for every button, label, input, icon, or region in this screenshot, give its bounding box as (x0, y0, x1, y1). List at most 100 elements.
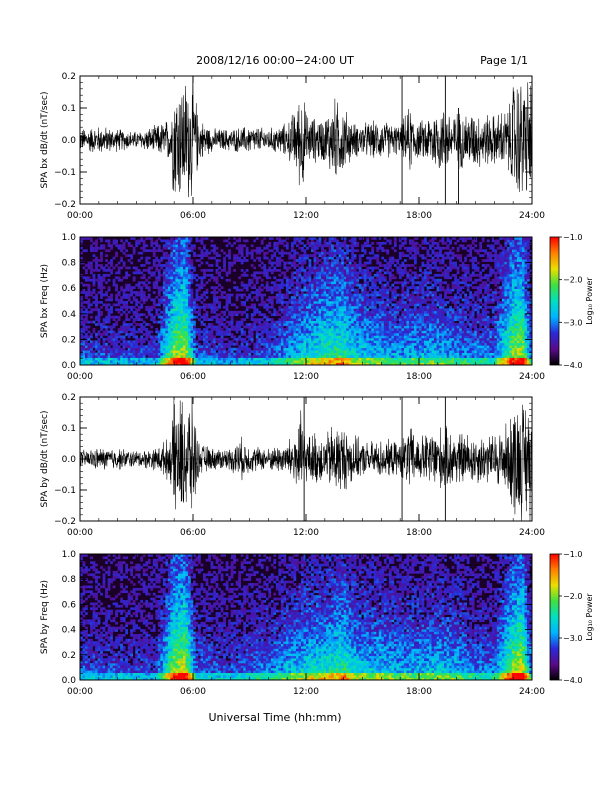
spectrogram-cell (130, 315, 134, 319)
spectrogram-cell (278, 362, 282, 366)
spectrogram-cell (142, 362, 146, 366)
spectrogram-cell (145, 308, 149, 312)
spectrogram-cell (115, 288, 118, 292)
spectrogram-cell (132, 362, 136, 366)
spectrogram-cell (285, 244, 289, 248)
spectrogram-cell (198, 335, 201, 339)
spectrogram-cell (361, 293, 365, 297)
spectrogram-cell (358, 325, 362, 329)
spectrogram-cell (167, 325, 171, 329)
spectrogram-cell (371, 278, 375, 282)
spectrogram-cell (157, 261, 161, 265)
spectrogram-cell (290, 278, 294, 282)
spectrogram-cell (358, 293, 362, 297)
spectrogram-cell (180, 352, 184, 356)
spectrogram-cell (303, 337, 307, 341)
spectrogram-cell (152, 362, 156, 366)
spectrogram-cell (147, 330, 151, 334)
spectrogram-cell (270, 355, 274, 358)
spectrogram-cell (228, 266, 231, 270)
spectrogram-cell (117, 301, 121, 304)
spectrogram-cell (323, 259, 327, 262)
spectrogram-cell (333, 362, 337, 366)
spectrogram-cell (162, 293, 166, 297)
spectrogram-cell (190, 333, 194, 336)
spectrogram-cell (240, 355, 244, 358)
spectrogram-cell (361, 337, 365, 341)
spectrogram-cell (112, 256, 116, 260)
spectrogram-cell (351, 323, 355, 326)
spectrogram-cell (185, 350, 189, 353)
spectrogram-cell (100, 301, 103, 304)
spectrogram-cell (323, 288, 327, 292)
spectrogram-cell (263, 342, 267, 346)
spectrogram-cell (147, 335, 151, 339)
spectrogram-cell (102, 318, 106, 321)
spectrogram-cell (265, 251, 269, 255)
spectrogram-cell (303, 261, 307, 265)
spectrogram-cell (396, 352, 400, 356)
spectrogram-cell (306, 325, 309, 329)
spectrogram-cell (273, 281, 277, 285)
spectrogram-cell (125, 296, 129, 299)
spectrogram-cell (318, 296, 322, 299)
spectrogram-cell (137, 271, 141, 275)
spectrogram-cell (318, 241, 322, 245)
spectrogram-cell (105, 352, 108, 356)
spectrogram-cell (378, 362, 382, 366)
spectrogram-cell (147, 288, 151, 292)
spectrogram-cell (386, 296, 390, 299)
spectrogram-cell (180, 323, 184, 326)
spectrogram-cell (298, 330, 302, 334)
spectrogram-cell (303, 286, 307, 289)
spectrogram-cell (386, 266, 390, 270)
spectrogram-cell (185, 337, 189, 341)
spectrogram-cell (396, 340, 400, 344)
spectrogram-cell (85, 347, 88, 351)
spectrogram-cell (300, 340, 304, 344)
spectrogram-cell (90, 333, 93, 336)
spectrogram-cell (122, 251, 126, 255)
spectrogram-cell (295, 362, 299, 366)
spectrogram-cell (268, 345, 272, 349)
spectrogram-cell (253, 273, 257, 277)
spectrogram-cell (306, 303, 309, 307)
spectrogram-cell (351, 328, 355, 331)
spectrogram-cell (285, 333, 289, 336)
spectrogram-cell (255, 256, 259, 260)
spectrogram-cell (185, 278, 189, 282)
spectrogram-cell (240, 244, 244, 248)
spectrogram-cell (87, 283, 91, 287)
spectrogram-cell (316, 239, 319, 243)
spectrogram-cell (162, 288, 166, 292)
spectrogram-cell (341, 283, 344, 287)
spectrogram-cell (95, 308, 98, 312)
spectrogram-cell (366, 261, 370, 265)
spectrogram-cell (210, 305, 214, 309)
spectrogram-cell (95, 318, 98, 321)
spectrogram-cell (193, 246, 196, 250)
spectrogram-cell (250, 291, 254, 294)
spectrogram-cell (391, 337, 395, 341)
spectrogram-cell (155, 283, 159, 287)
spectrogram-cell (343, 308, 347, 312)
spectrogram-cell (127, 362, 131, 366)
spectrogram-cell (142, 328, 146, 331)
spectrogram-cell (323, 249, 327, 253)
spectrogram-cell (82, 357, 86, 361)
spectrogram-cell (255, 249, 259, 253)
spectrogram-cell (383, 278, 387, 282)
spectrogram-cell (288, 254, 292, 257)
spectrogram-cell (283, 333, 287, 336)
spectrogram-cell (265, 362, 269, 366)
spectrogram-cell (338, 246, 342, 250)
spectrogram-cell (401, 328, 405, 331)
spectrogram-cell (346, 283, 349, 287)
spectrogram-cell (180, 337, 184, 341)
spectrogram-cell (331, 310, 334, 314)
spectrogram-cell (306, 333, 309, 336)
spectrogram-cell (245, 360, 249, 363)
spectrogram-cell (180, 301, 184, 304)
spectrogram-cell (376, 291, 380, 294)
spectrogram-cell (112, 283, 116, 287)
